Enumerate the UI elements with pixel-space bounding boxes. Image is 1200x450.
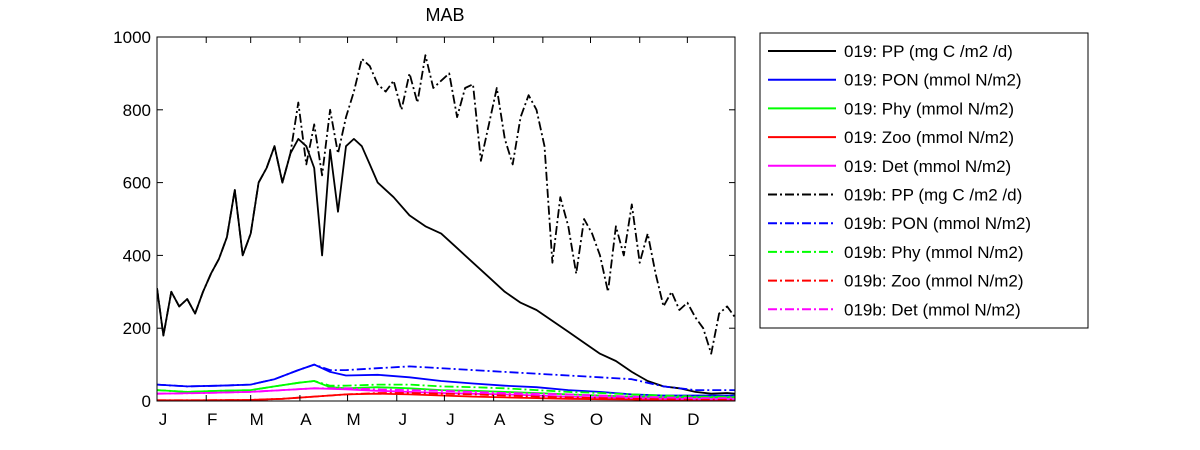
x-tick-label: J — [399, 410, 408, 429]
x-tick-label: F — [207, 410, 217, 429]
legend-label: 019b: Det (mmol N/m2) — [844, 300, 1021, 319]
x-tick-label: J — [159, 410, 168, 429]
y-tick-label: 0 — [142, 392, 151, 411]
series-line-10 — [157, 387, 735, 400]
legend-label: 019: Det (mmol N/m2) — [844, 157, 1011, 176]
series-line-9 — [157, 392, 735, 401]
x-tick-label: N — [640, 410, 652, 429]
legend: 019: PP (mg C /m2 /d) 019: PON (mmol N/m2… — [759, 32, 1089, 329]
x-tick-label: O — [590, 410, 603, 429]
legend-label: 019b: Phy (mmol N/m2) — [844, 243, 1024, 262]
x-tick-label: S — [543, 410, 554, 429]
series-line-6 — [157, 54, 735, 355]
legend-label: 019: Phy (mmol N/m2) — [844, 99, 1014, 118]
legend-label: 019b: PP (mg C /m2 /d) — [844, 186, 1022, 205]
chart-title: MAB — [425, 5, 464, 25]
plot-frame — [156, 36, 736, 402]
series-line-1 — [157, 137, 735, 395]
series-line-7 — [157, 363, 735, 392]
legend-label: 019: PON (mmol N/m2) — [844, 71, 1022, 90]
legend-box — [759, 32, 1089, 329]
y-tick-label: 800 — [123, 101, 151, 120]
series-lines — [157, 54, 735, 401]
legend-label: 019: Zoo (mmol N/m2) — [844, 128, 1014, 147]
x-tick-label: J — [446, 410, 455, 429]
plot-area: 0 200 400 600 800 1000 J F M A M J J A S O N D — [113, 28, 736, 429]
y-tick-label: 600 — [123, 174, 151, 193]
legend-label: 019b: PON (mmol N/m2) — [844, 214, 1031, 233]
series-line-8 — [157, 380, 735, 398]
x-tick-label: A — [494, 410, 506, 429]
x-tick-label: A — [300, 410, 312, 429]
y-tick-label: 200 — [123, 319, 151, 338]
x-tick-label: D — [687, 410, 699, 429]
legend-label: 019b: Zoo (mmol N/m2) — [844, 272, 1024, 291]
y-tick-label: 400 — [123, 246, 151, 265]
x-tick-label: M — [346, 410, 360, 429]
legend-label: 019: PP (mg C /m2 /d) — [844, 42, 1013, 61]
y-tick-label: 1000 — [113, 28, 151, 47]
x-tick-label: M — [250, 410, 264, 429]
